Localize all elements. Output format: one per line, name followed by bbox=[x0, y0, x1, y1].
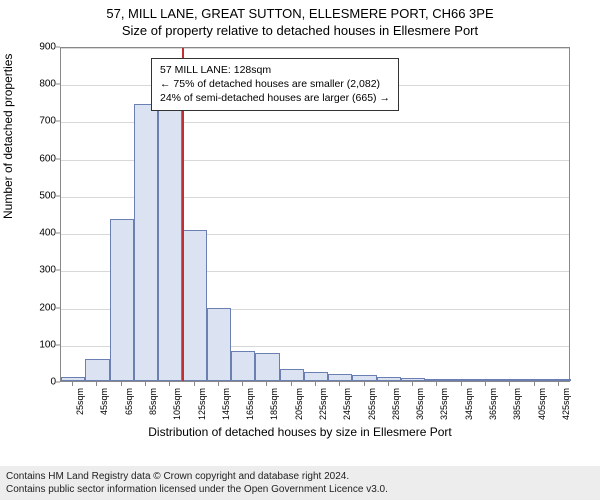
histogram-bar bbox=[474, 379, 498, 381]
y-tick-mark bbox=[56, 344, 60, 345]
footer-line-1: Contains HM Land Registry data © Crown c… bbox=[6, 470, 594, 483]
chart-subtitle: Size of property relative to detached ho… bbox=[0, 23, 600, 38]
histogram-bar bbox=[231, 351, 255, 381]
y-tick-mark bbox=[56, 233, 60, 234]
x-tick-mark bbox=[558, 382, 559, 386]
histogram-bar bbox=[134, 104, 158, 381]
x-tick-mark bbox=[121, 382, 122, 386]
y-tick-label: 100 bbox=[16, 339, 56, 350]
x-tick-mark bbox=[194, 382, 195, 386]
x-tick-mark bbox=[72, 382, 73, 386]
histogram-bar bbox=[85, 359, 109, 381]
histogram-bar bbox=[450, 379, 474, 381]
histogram-bar bbox=[522, 379, 546, 381]
x-tick-label: 45sqm bbox=[99, 388, 109, 415]
y-tick-label: 400 bbox=[16, 228, 56, 239]
histogram-bar bbox=[110, 219, 134, 381]
histogram-bar bbox=[352, 375, 376, 381]
footer-line-2: Contains public sector information licen… bbox=[6, 483, 594, 496]
y-tick-label: 700 bbox=[16, 116, 56, 127]
x-tick-mark bbox=[315, 382, 316, 386]
annotation-larger: 24% of semi-detached houses are larger (… bbox=[160, 91, 390, 105]
x-tick-mark bbox=[96, 382, 97, 386]
gridline bbox=[61, 48, 569, 49]
x-tick-label: 305sqm bbox=[415, 388, 425, 420]
plot-area: 57 MILL LANE: 128sqm← 75% of detached ho… bbox=[60, 47, 570, 382]
x-tick-mark bbox=[485, 382, 486, 386]
x-tick-label: 145sqm bbox=[221, 388, 231, 420]
annotation-box: 57 MILL LANE: 128sqm← 75% of detached ho… bbox=[151, 58, 399, 111]
chart-container: Number of detached properties 57 MILL LA… bbox=[0, 42, 600, 437]
x-tick-label: 345sqm bbox=[464, 388, 474, 420]
footer-attribution: Contains HM Land Registry data © Crown c… bbox=[0, 466, 600, 500]
x-tick-label: 165sqm bbox=[245, 388, 255, 420]
y-tick-mark bbox=[56, 84, 60, 85]
x-tick-label: 245sqm bbox=[342, 388, 352, 420]
y-tick-mark bbox=[56, 158, 60, 159]
x-tick-mark bbox=[242, 382, 243, 386]
x-tick-label: 205sqm bbox=[294, 388, 304, 420]
x-tick-label: 225sqm bbox=[318, 388, 328, 420]
x-tick-label: 285sqm bbox=[391, 388, 401, 420]
histogram-bar bbox=[425, 379, 449, 381]
histogram-bar bbox=[280, 369, 304, 381]
x-tick-label: 125sqm bbox=[197, 388, 207, 420]
x-tick-label: 325sqm bbox=[439, 388, 449, 420]
y-tick-label: 800 bbox=[16, 79, 56, 90]
histogram-bar bbox=[328, 374, 352, 381]
y-tick-label: 200 bbox=[16, 302, 56, 313]
x-tick-mark bbox=[145, 382, 146, 386]
annotation-smaller: ← 75% of detached houses are smaller (2,… bbox=[160, 77, 390, 91]
x-tick-label: 385sqm bbox=[512, 388, 522, 420]
y-tick-label: 600 bbox=[16, 153, 56, 164]
x-tick-label: 105sqm bbox=[172, 388, 182, 420]
chart-title: 57, MILL LANE, GREAT SUTTON, ELLESMERE P… bbox=[0, 6, 600, 21]
x-tick-mark bbox=[339, 382, 340, 386]
x-tick-label: 425sqm bbox=[561, 388, 571, 420]
x-tick-mark bbox=[412, 382, 413, 386]
x-tick-label: 85sqm bbox=[148, 388, 158, 415]
y-tick-mark bbox=[56, 121, 60, 122]
y-tick-mark bbox=[56, 382, 60, 383]
x-tick-mark bbox=[291, 382, 292, 386]
histogram-bar bbox=[255, 353, 279, 381]
x-tick-mark bbox=[218, 382, 219, 386]
x-tick-mark bbox=[461, 382, 462, 386]
histogram-bar bbox=[158, 104, 182, 381]
x-tick-mark bbox=[364, 382, 365, 386]
x-tick-label: 405sqm bbox=[537, 388, 547, 420]
histogram-bar bbox=[377, 377, 401, 381]
x-axis-label: Distribution of detached houses by size … bbox=[0, 425, 600, 439]
y-tick-mark bbox=[56, 47, 60, 48]
x-tick-label: 365sqm bbox=[488, 388, 498, 420]
y-tick-label: 900 bbox=[16, 42, 56, 53]
y-tick-mark bbox=[56, 195, 60, 196]
histogram-bar bbox=[498, 379, 522, 381]
histogram-bar bbox=[401, 378, 425, 381]
x-tick-label: 65sqm bbox=[124, 388, 134, 415]
x-tick-mark bbox=[169, 382, 170, 386]
histogram-bar bbox=[304, 372, 328, 381]
x-tick-label: 265sqm bbox=[367, 388, 377, 420]
x-tick-label: 25sqm bbox=[75, 388, 85, 415]
histogram-bar bbox=[207, 308, 231, 381]
histogram-bar bbox=[61, 377, 85, 381]
y-tick-label: 500 bbox=[16, 190, 56, 201]
x-tick-mark bbox=[388, 382, 389, 386]
y-tick-mark bbox=[56, 270, 60, 271]
x-tick-mark bbox=[436, 382, 437, 386]
x-tick-label: 185sqm bbox=[269, 388, 279, 420]
y-tick-mark bbox=[56, 307, 60, 308]
annotation-title: 57 MILL LANE: 128sqm bbox=[160, 63, 390, 77]
x-tick-mark bbox=[509, 382, 510, 386]
y-tick-label: 300 bbox=[16, 265, 56, 276]
y-axis-label: Number of detached properties bbox=[1, 54, 15, 219]
histogram-bar bbox=[547, 379, 571, 381]
x-tick-mark bbox=[534, 382, 535, 386]
y-tick-label: 0 bbox=[16, 377, 56, 388]
x-tick-mark bbox=[266, 382, 267, 386]
histogram-bar bbox=[182, 230, 206, 381]
